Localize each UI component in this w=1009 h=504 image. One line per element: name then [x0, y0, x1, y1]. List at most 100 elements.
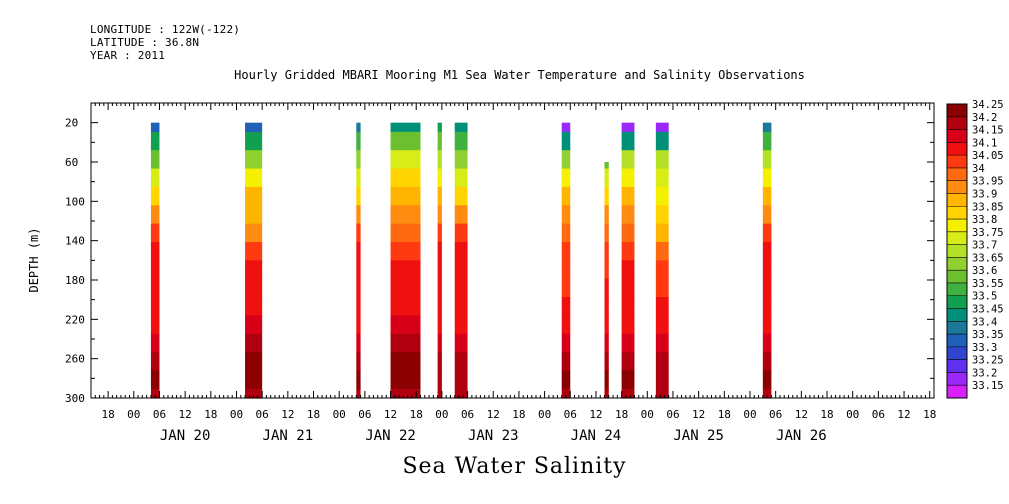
latitude-label: LATITUDE : 36.8N — [90, 36, 200, 49]
salinity-cell-1-3 — [245, 168, 263, 188]
salinity-cell-6-1 — [561, 131, 571, 151]
salinity-cell-6-5 — [561, 205, 571, 225]
salinity-cell-9-5 — [655, 205, 669, 225]
salinity-cell-3-2 — [390, 150, 421, 170]
salinity-cell-7-8 — [604, 260, 609, 280]
colorbar-swatch — [947, 295, 967, 310]
x-hour-label: 06 — [872, 408, 885, 421]
x-hour-label: 18 — [512, 408, 525, 421]
salinity-cell-5-8 — [454, 260, 468, 280]
x-hour-label: 18 — [410, 408, 423, 421]
salinity-cell-2-10 — [356, 297, 361, 316]
salinity-cell-10-9 — [762, 278, 772, 298]
salinity-cell-0-8 — [150, 260, 160, 280]
x-hour-label: 06 — [769, 408, 782, 421]
salinity-cell-8-6 — [621, 223, 635, 243]
colorbar-swatch — [947, 282, 967, 297]
colorbar-swatch — [947, 193, 967, 207]
salinity-cell-9-10 — [655, 297, 669, 316]
salinity-cell-7-14 — [604, 370, 609, 390]
salinity-cell-1-8 — [245, 260, 263, 280]
salinity-cell-5-13 — [454, 352, 468, 372]
colorbar-swatch — [947, 142, 967, 156]
colorbar-label: 33.7 — [972, 240, 997, 252]
salinity-cell-1-13 — [245, 352, 263, 372]
salinity-cell-8-1 — [621, 131, 635, 151]
salinity-cell-1-0 — [245, 122, 263, 133]
x-hour-label: 06 — [153, 408, 166, 421]
salinity-cell-10-4 — [762, 186, 772, 206]
salinity-cell-0-14 — [150, 370, 160, 390]
x-hour-label: 00 — [435, 408, 448, 421]
salinity-cell-4-5 — [437, 205, 442, 225]
salinity-cell-2-2 — [356, 150, 361, 170]
x-hour-label: 00 — [333, 408, 346, 421]
salinity-cell-0-10 — [150, 297, 160, 316]
colorbar-swatch — [947, 334, 967, 348]
year-label: YEAR : 2011 — [90, 49, 166, 62]
salinity-cell-8-10 — [621, 297, 635, 316]
salinity-cell-5-1 — [454, 131, 468, 151]
colorbar-label: 34.1 — [972, 137, 997, 149]
salinity-cell-10-14 — [762, 370, 772, 390]
salinity-cell-10-11 — [762, 315, 772, 335]
salinity-cell-4-4 — [437, 186, 442, 206]
colorbar-swatch — [947, 206, 967, 220]
salinity-cell-1-12 — [245, 333, 263, 353]
salinity-cell-10-13 — [762, 352, 772, 372]
salinity-cell-4-14 — [437, 370, 442, 390]
x-hour-label: 12 — [795, 408, 808, 421]
salinity-cell-8-8 — [621, 260, 635, 280]
salinity-cell-10-3 — [762, 168, 772, 188]
salinity-cell-3-8 — [390, 260, 421, 280]
salinity-cell-10-7 — [762, 241, 772, 261]
colorbar-label: 33.25 — [972, 355, 1004, 367]
salinity-cell-2-12 — [356, 333, 361, 353]
colorbar-swatch — [947, 116, 967, 131]
colorbar-label: 33.6 — [972, 265, 997, 277]
salinity-cell-9-4 — [655, 186, 669, 206]
salinity-cell-2-5 — [356, 205, 361, 225]
salinity-cell-4-8 — [437, 260, 442, 280]
salinity-cell-6-6 — [561, 223, 571, 243]
salinity-cell-8-15 — [621, 388, 635, 399]
colorbar-swatch — [947, 244, 967, 258]
salinity-cell-5-4 — [454, 186, 468, 206]
salinity-cell-3-5 — [390, 205, 421, 225]
x-day-label: JAN 22 — [365, 428, 416, 444]
salinity-cell-7-13 — [604, 352, 609, 372]
salinity-cell-4-13 — [437, 352, 442, 372]
colorbar-swatch — [947, 219, 967, 233]
salinity-cell-2-1 — [356, 131, 361, 151]
y-tick-label: 300 — [65, 392, 85, 405]
salinity-cell-6-15 — [561, 388, 571, 399]
salinity-cell-4-15 — [437, 388, 442, 399]
salinity-cell-1-9 — [245, 278, 263, 298]
salinity-cell-1-5 — [245, 205, 263, 225]
colorbar-label: 34.2 — [972, 112, 997, 124]
salinity-cell-2-9 — [356, 278, 361, 298]
salinity-segments — [150, 122, 772, 399]
x-hour-label: 00 — [127, 408, 140, 421]
salinity-cell-9-6 — [655, 223, 669, 243]
salinity-cell-6-0 — [561, 122, 571, 133]
salinity-cell-8-7 — [621, 241, 635, 261]
colorbar-swatch — [947, 359, 967, 373]
salinity-cell-9-11 — [655, 315, 669, 335]
y-tick-label: 100 — [65, 195, 85, 208]
salinity-cell-1-2 — [245, 150, 263, 170]
x-hour-label: 00 — [846, 408, 859, 421]
plot-frame — [90, 102, 935, 399]
colorbar-label: 33.75 — [972, 227, 1004, 239]
salinity-cell-6-12 — [561, 333, 571, 353]
salinity-cell-9-9 — [655, 278, 669, 298]
salinity-cell-7-6 — [604, 223, 609, 243]
variable-caption: Sea Water Salinity — [402, 454, 627, 479]
salinity-cell-2-4 — [356, 186, 361, 206]
colorbar-swatch — [947, 372, 967, 386]
colorbar-swatch — [947, 321, 967, 335]
salinity-cell-4-2 — [437, 150, 442, 170]
salinity-cell-8-11 — [621, 315, 635, 335]
colorbar-swatch — [947, 155, 967, 169]
salinity-cell-6-14 — [561, 370, 571, 390]
